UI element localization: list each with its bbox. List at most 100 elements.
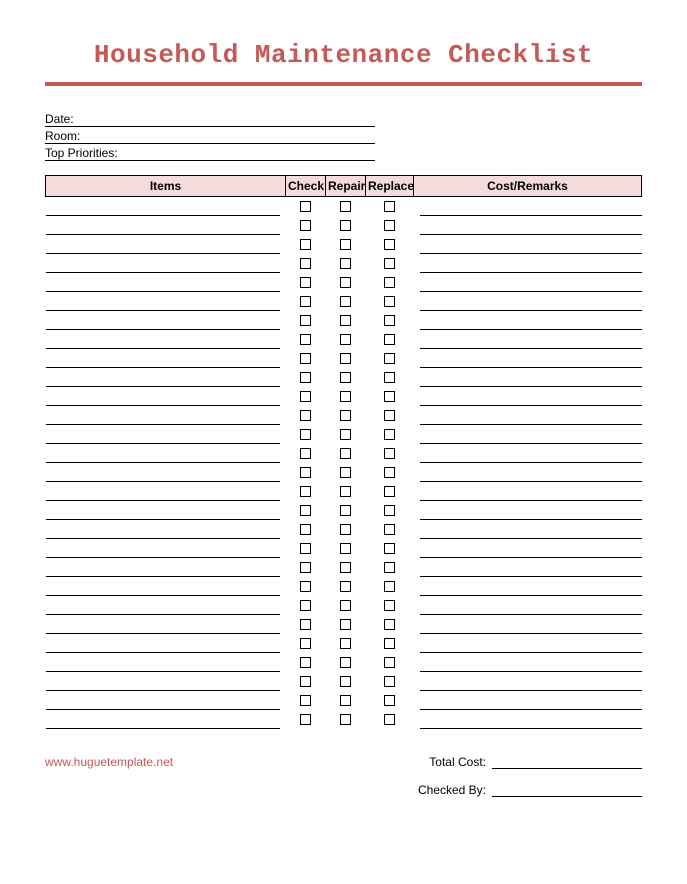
table-row — [46, 558, 642, 577]
checkbox-repair[interactable] — [340, 467, 351, 478]
checkbox-repair[interactable] — [340, 201, 351, 212]
checkbox-replace[interactable] — [384, 429, 395, 440]
checkbox-replace[interactable] — [384, 315, 395, 326]
checkbox-replace[interactable] — [384, 410, 395, 421]
checkbox-check[interactable] — [300, 638, 311, 649]
checkbox-replace[interactable] — [384, 353, 395, 364]
checkbox-check[interactable] — [300, 429, 311, 440]
checkbox-check[interactable] — [300, 372, 311, 383]
line-cost — [420, 634, 642, 653]
cell-repair — [326, 349, 366, 368]
line-cost — [420, 235, 642, 254]
website-link[interactable]: www.huguetemplate.net — [45, 755, 173, 769]
checkbox-check[interactable] — [300, 410, 311, 421]
checkbox-check[interactable] — [300, 695, 311, 706]
checkbox-replace[interactable] — [384, 524, 395, 535]
checkbox-check[interactable] — [300, 277, 311, 288]
checkbox-replace[interactable] — [384, 619, 395, 630]
checkbox-replace[interactable] — [384, 600, 395, 611]
checkbox-replace[interactable] — [384, 296, 395, 307]
checkbox-repair[interactable] — [340, 239, 351, 250]
checkbox-replace[interactable] — [384, 239, 395, 250]
checkbox-repair[interactable] — [340, 562, 351, 573]
checkbox-check[interactable] — [300, 714, 311, 725]
checkbox-replace[interactable] — [384, 657, 395, 668]
checkbox-check[interactable] — [300, 505, 311, 516]
checkbox-repair[interactable] — [340, 372, 351, 383]
table-row — [46, 444, 642, 463]
checkbox-replace[interactable] — [384, 676, 395, 687]
checkbox-check[interactable] — [300, 296, 311, 307]
checkbox-replace[interactable] — [384, 714, 395, 725]
checkbox-replace[interactable] — [384, 695, 395, 706]
checkbox-repair[interactable] — [340, 334, 351, 345]
checkbox-replace[interactable] — [384, 505, 395, 516]
checkbox-repair[interactable] — [340, 429, 351, 440]
checkbox-repair[interactable] — [340, 505, 351, 516]
checkbox-replace[interactable] — [384, 467, 395, 478]
checkbox-repair[interactable] — [340, 638, 351, 649]
checkbox-repair[interactable] — [340, 410, 351, 421]
checkbox-replace[interactable] — [384, 562, 395, 573]
checkbox-repair[interactable] — [340, 714, 351, 725]
checkbox-check[interactable] — [300, 562, 311, 573]
checkbox-check[interactable] — [300, 619, 311, 630]
checkbox-replace[interactable] — [384, 448, 395, 459]
checkbox-replace[interactable] — [384, 220, 395, 231]
checkbox-replace[interactable] — [384, 277, 395, 288]
cell-items — [46, 539, 286, 558]
checkbox-replace[interactable] — [384, 638, 395, 649]
checkbox-check[interactable] — [300, 391, 311, 402]
checkbox-check[interactable] — [300, 467, 311, 478]
checkbox-replace[interactable] — [384, 201, 395, 212]
checkbox-check[interactable] — [300, 524, 311, 535]
line-cost — [420, 349, 642, 368]
checkbox-replace[interactable] — [384, 486, 395, 497]
checkbox-check[interactable] — [300, 220, 311, 231]
cell-items — [46, 387, 286, 406]
checkbox-check[interactable] — [300, 315, 311, 326]
checkbox-replace[interactable] — [384, 543, 395, 554]
checkbox-repair[interactable] — [340, 486, 351, 497]
checkbox-repair[interactable] — [340, 524, 351, 535]
line-cost — [420, 710, 642, 729]
checkbox-check[interactable] — [300, 600, 311, 611]
checkbox-repair[interactable] — [340, 619, 351, 630]
checkbox-check[interactable] — [300, 581, 311, 592]
checkbox-check[interactable] — [300, 201, 311, 212]
checkbox-repair[interactable] — [340, 220, 351, 231]
checkbox-repair[interactable] — [340, 600, 351, 611]
cell-check — [286, 558, 326, 577]
checkbox-repair[interactable] — [340, 391, 351, 402]
line-cost — [420, 691, 642, 710]
checkbox-replace[interactable] — [384, 334, 395, 345]
checkbox-repair[interactable] — [340, 676, 351, 687]
line-items — [46, 558, 280, 577]
checkbox-replace[interactable] — [384, 391, 395, 402]
checkbox-repair[interactable] — [340, 657, 351, 668]
checkbox-check[interactable] — [300, 448, 311, 459]
checkbox-repair[interactable] — [340, 695, 351, 706]
checkbox-repair[interactable] — [340, 581, 351, 592]
checkbox-check[interactable] — [300, 239, 311, 250]
checkbox-repair[interactable] — [340, 315, 351, 326]
checkbox-repair[interactable] — [340, 353, 351, 364]
checkbox-repair[interactable] — [340, 258, 351, 269]
line-cost — [420, 653, 642, 672]
checkbox-repair[interactable] — [340, 296, 351, 307]
checkbox-check[interactable] — [300, 258, 311, 269]
checkbox-check[interactable] — [300, 486, 311, 497]
checkbox-check[interactable] — [300, 543, 311, 554]
checkbox-check[interactable] — [300, 657, 311, 668]
cell-items — [46, 596, 286, 615]
checkbox-check[interactable] — [300, 676, 311, 687]
checkbox-replace[interactable] — [384, 581, 395, 592]
cell-items — [46, 710, 286, 729]
checkbox-replace[interactable] — [384, 372, 395, 383]
checkbox-repair[interactable] — [340, 448, 351, 459]
checkbox-repair[interactable] — [340, 277, 351, 288]
checkbox-check[interactable] — [300, 334, 311, 345]
checkbox-repair[interactable] — [340, 543, 351, 554]
checkbox-replace[interactable] — [384, 258, 395, 269]
checkbox-check[interactable] — [300, 353, 311, 364]
